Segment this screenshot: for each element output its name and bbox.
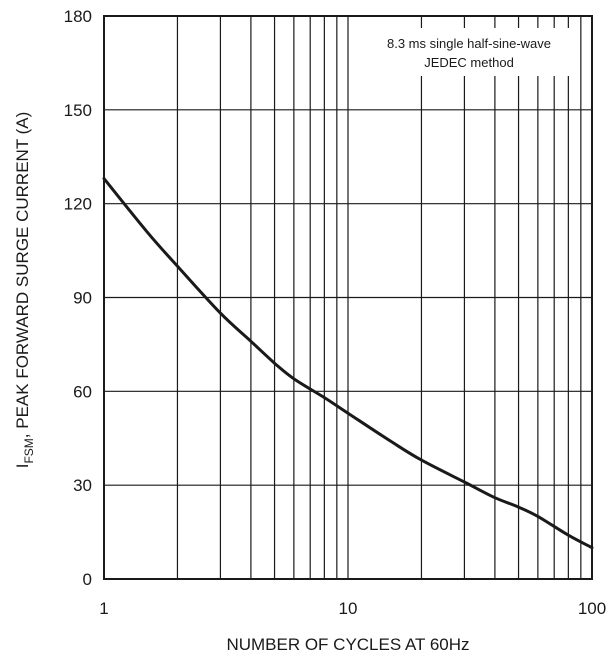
x-tick-labels: 1 10 100 (99, 599, 606, 618)
y-tick-label: 0 (83, 570, 92, 589)
x-axis-label: NUMBER OF CYCLES AT 60Hz (226, 635, 469, 654)
y-tick-label: 30 (73, 476, 92, 495)
plot-frame (103, 15, 593, 580)
x-tick-label: 10 (339, 599, 358, 618)
y-axis-label-suffix: , PEAK FORWARD SURGE CURRENT (A) (13, 112, 32, 439)
annotation-line-1: 8.3 ms single half-sine-wave (387, 36, 551, 51)
annotation-background (360, 28, 578, 76)
x-tick-label: 100 (578, 599, 606, 618)
y-tick-label: 60 (73, 382, 92, 401)
y-tick-label: 90 (73, 289, 92, 308)
y-tick-label: 120 (64, 195, 92, 214)
y-axis-label-subscript: FSM (22, 438, 36, 463)
x-tick-label: 1 (99, 599, 108, 618)
y-tick-label: 150 (64, 101, 92, 120)
surge-current-curve (102, 177, 594, 550)
y-tick-labels: 0 30 60 90 120 150 180 (64, 7, 92, 589)
annotation-line-2: JEDEC method (424, 55, 514, 70)
y-axis-label: IFSM, PEAK FORWARD SURGE CURRENT (A) (13, 112, 36, 469)
y-tick-label: 180 (64, 7, 92, 26)
grid (104, 16, 592, 579)
y-axis-label-prefix: I (13, 464, 32, 469)
annotation-box: 8.3 ms single half-sine-wave JEDEC metho… (360, 28, 578, 76)
